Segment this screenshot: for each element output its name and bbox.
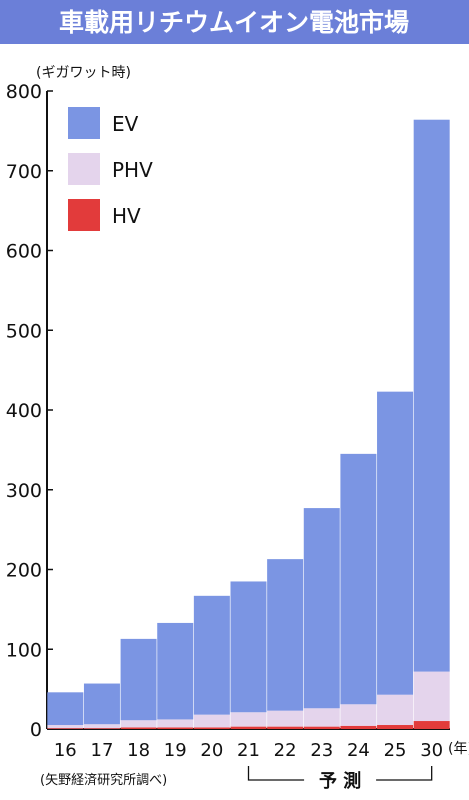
bar-phv-25 [377, 694, 414, 726]
title-bar [0, 0, 469, 44]
y-tick-label: 300 [6, 480, 42, 502]
bar-phv-30 [413, 671, 450, 722]
x-tick-label: 16 [54, 740, 77, 761]
legend-swatch-phv [68, 153, 100, 185]
x-tick-label: 23 [310, 740, 333, 761]
bar-ev-23 [303, 508, 340, 709]
bar-ev-24 [340, 453, 377, 705]
bar-hv-20 [193, 727, 230, 729]
bar-hv-24 [340, 725, 377, 729]
bar-ev-17 [83, 683, 120, 725]
bar-ev-20 [193, 595, 230, 715]
bar-hv-17 [83, 728, 120, 729]
legend-swatch-hv [68, 199, 100, 231]
bar-phv-19 [157, 719, 194, 728]
x-axis-labels: 16 17 18 19 20 21 22 23 24 25 30 [54, 740, 443, 761]
bar-hv-23 [303, 726, 340, 729]
bar-phv-23 [303, 708, 340, 727]
bar-ev-22 [267, 559, 304, 711]
forecast-bracket-right [376, 766, 433, 781]
x-tick-label: 22 [274, 740, 297, 761]
y-tick-label: 0 [30, 719, 42, 741]
legend-swatch-ev [68, 107, 100, 139]
bar-ev-21 [230, 581, 267, 713]
x-tick-label: 21 [237, 740, 260, 761]
bar-phv-21 [230, 712, 267, 727]
x-axis-unit: (年) [448, 741, 469, 757]
forecast-bracket: 予 測 [247, 766, 433, 792]
x-tick-label: 18 [127, 740, 150, 761]
x-tick-label: 19 [164, 740, 187, 761]
y-tick-label: 800 [6, 81, 42, 103]
bar-hv-30 [413, 721, 450, 729]
y-tick-label: 600 [6, 241, 42, 263]
source-note: (矢野経済研究所調べ) [40, 772, 167, 788]
bar-phv-24 [340, 704, 377, 726]
bar-ev-16 [47, 692, 84, 726]
bar-phv-20 [193, 714, 230, 728]
bar-hv-21 [230, 726, 267, 729]
y-axis-unit: (ギガワット時) [36, 65, 131, 81]
bar-hv-19 [157, 727, 194, 729]
bar-phv-22 [267, 710, 304, 727]
y-tick-label: 500 [6, 320, 42, 342]
bar-ev-30 [413, 119, 450, 672]
x-tick-label: 24 [347, 740, 370, 761]
legend-label-hv: HV [112, 204, 141, 228]
x-tick-label: 25 [384, 740, 407, 761]
bar-ev-19 [157, 622, 194, 720]
legend-label-phv: PHV [112, 158, 153, 182]
bar-hv-25 [377, 725, 414, 729]
x-tick-label: 20 [200, 740, 223, 761]
forecast-bracket-left [247, 766, 305, 781]
y-tick-label: 400 [6, 400, 42, 422]
x-tick-label: 17 [91, 740, 114, 761]
bar-phv-16 [47, 725, 84, 729]
bars-layer [47, 119, 450, 729]
legend: EV PHV HV [68, 107, 153, 231]
chart-title: 車載用リチウムイオン電池市場 [59, 8, 409, 37]
bar-ev-18 [120, 638, 157, 721]
bar-hv-18 [120, 727, 157, 729]
y-tick-label: 100 [6, 639, 42, 661]
bar-hv-22 [267, 726, 304, 729]
y-tick-label: 700 [6, 161, 42, 183]
forecast-label: 予 測 [319, 770, 361, 792]
y-tick-label: 200 [6, 560, 42, 582]
bar-hv-16 [47, 728, 84, 729]
bar-ev-25 [377, 391, 414, 695]
bar-phv-17 [83, 724, 120, 729]
x-tick-label: 30 [420, 740, 443, 761]
legend-label-ev: EV [112, 112, 139, 136]
bar-phv-18 [120, 720, 157, 728]
